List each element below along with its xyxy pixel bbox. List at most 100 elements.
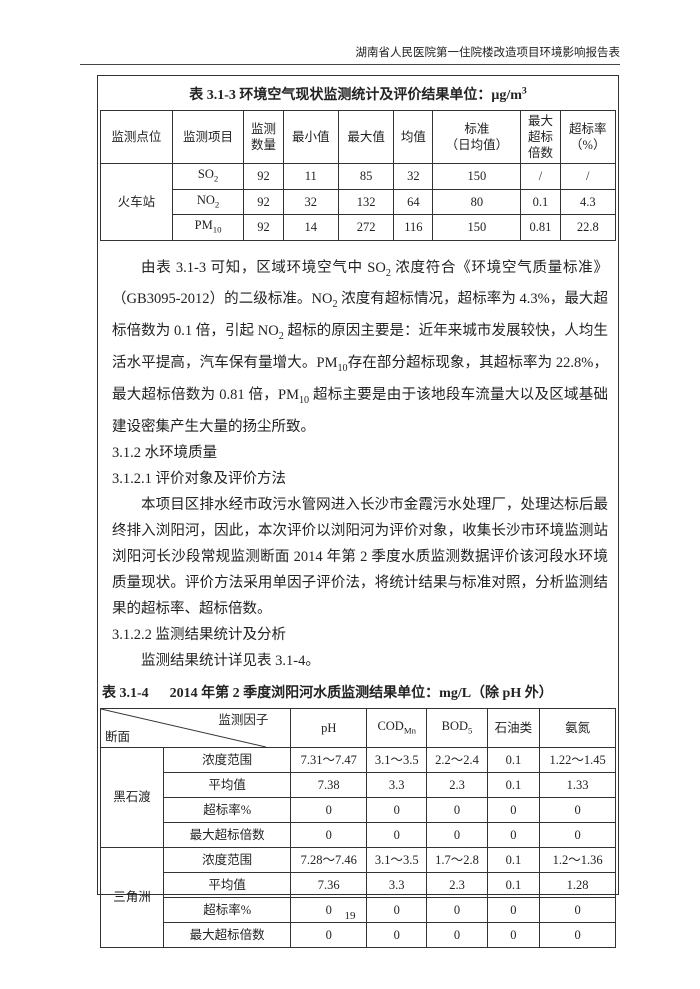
diagonal-line — [101, 708, 266, 747]
text-run: 超标的原因主要是：近年来城市发展较快，人均生活水平提高，汽车保有量增大。PM — [112, 323, 608, 372]
subscript: 2 — [385, 267, 391, 279]
value-cell: 1.33 — [539, 771, 616, 798]
paragraph: 本项目区排水经市政污水管网进入长沙市金霞污水处理厂，处理达标后最终排入浏阳河，因… — [112, 496, 608, 617]
value-cell: 0.1 — [486, 846, 541, 873]
subscript: 2 — [214, 199, 220, 209]
header-cell: 均值 — [393, 110, 434, 164]
header-text: 超标 — [527, 130, 553, 144]
row-label: 浓度范围 — [162, 746, 292, 773]
superscript: 3 — [521, 85, 527, 97]
header-row: 监测因子 断面 pH CODMn BOD5 石油类 氨氮 — [99, 707, 616, 748]
value-cell: 3.3 — [366, 871, 428, 898]
header-text: 均值 — [400, 130, 426, 144]
text-run: 氨氮 — [565, 720, 591, 735]
value-cell: 0.1 — [520, 188, 561, 215]
value-cell: 0 — [539, 896, 616, 923]
header-cell: CODMn — [366, 707, 428, 748]
value-cell: 0 — [290, 796, 368, 823]
value-cell: 132 — [337, 188, 395, 215]
row-label: 浓度范围 — [162, 846, 292, 873]
value-cell: / — [559, 163, 617, 190]
value-cell: / — [520, 163, 561, 190]
value-cell: 80 — [432, 188, 522, 215]
subscript: Mn — [403, 725, 416, 736]
page-number: 19 — [344, 910, 356, 922]
header-text: 数量 — [250, 138, 276, 152]
value-cell: 0 — [290, 821, 368, 848]
corner-label: 监测因子 — [218, 712, 269, 727]
text-run: PM — [194, 218, 213, 232]
value-cell: 1.22～1.45 — [539, 746, 616, 773]
subscript: 5 — [468, 725, 473, 736]
row-label: 平均值 — [162, 771, 292, 798]
subscript: 10 — [337, 363, 348, 375]
header-cell: 最小值 — [282, 110, 339, 164]
subscript: 2 — [332, 299, 338, 311]
text-run: 石油类 — [494, 720, 533, 735]
header-cell: 最大 超标 倍数 — [520, 110, 561, 164]
data-row: 三角洲 浓度范围 7.28～7.46 3.1～3.5 1.7～2.8 0.1 1.2～1.3… — [100, 846, 616, 948]
value-cell: 0 — [486, 921, 541, 948]
data-row: 黑石渡 浓度范围 7.31～7.47 3.1～3.5 2.2～2.4 0.1 1.22～1.… — [100, 746, 616, 848]
item-cell: NO2 — [171, 188, 245, 215]
header-row: 监测点位 监测项目 监测 数量 最小值 最大值 均值 标准 （日均值） 最大 超标 倍数 超标率 （%） — [100, 110, 617, 164]
value-cell: 22.8 — [559, 214, 617, 241]
text-run: 表 3.1-3 环境空气现状监测统计及评价结果单位：μg/m — [189, 88, 522, 103]
value-cell: 32 — [393, 163, 434, 190]
header-cell: 标准 （日均值） — [432, 110, 522, 164]
value-cell: 0 — [366, 921, 428, 948]
value-cell: 7.38 — [290, 771, 368, 798]
water-quality-table: 监测因子 断面 pH CODMn BOD5 石油类 氨氮 黑石渡 浓度范围 7.31～7.47 3.… — [99, 707, 616, 948]
value-cell: 0 — [366, 896, 428, 923]
text-run: 浓度符合《环境空气质量标准》（GB3095-2012）的二级标准。NO — [112, 259, 608, 308]
value-cell: 0 — [539, 921, 616, 948]
data-row: 最大超标倍数 0 0 0 0 0 — [101, 821, 616, 848]
data-row: NO2 92 32 132 64 80 0.1 4.3 — [101, 188, 617, 215]
text-run: COD — [377, 718, 404, 733]
item-cell: PM10 — [171, 214, 245, 241]
value-cell: 116 — [393, 214, 434, 241]
content-frame: 表 3.1-3 环境空气现状监测统计及评价结果单位：μg/m3 监测点位 监测项目… — [97, 75, 619, 948]
value-cell: 2.3 — [426, 771, 488, 798]
value-cell: 7.36 — [290, 871, 368, 898]
value-cell: 0.1 — [486, 746, 541, 773]
value-cell: 0 — [366, 821, 428, 848]
value-cell: 0 — [486, 821, 541, 848]
value-cell: 150 — [432, 163, 522, 190]
row-label: 平均值 — [162, 871, 292, 898]
value-cell: 0 — [366, 796, 428, 823]
text-run: SO — [197, 167, 214, 181]
header-cell: 石油类 — [486, 707, 541, 748]
value-cell: 1.7～2.8 — [426, 846, 488, 873]
data-row: 超标率% 0 0 0 0 0 — [101, 796, 616, 823]
value-cell: 4.3 — [559, 188, 617, 215]
value-cell: 0 — [426, 796, 488, 823]
subscript: 2 — [213, 173, 219, 184]
corner-cell: 监测因子 断面 — [99, 707, 292, 748]
header-cell: 监测点位 — [100, 110, 173, 164]
table-title: 表 3.1-4 2014 年第 2 季度浏阳河水质监测结果单位：mg/L（除 p… — [102, 685, 553, 701]
value-cell: 0.1 — [486, 871, 541, 898]
value-cell: 0 — [426, 921, 488, 948]
value-cell: 0 — [486, 796, 541, 823]
value-cell: 0 — [426, 821, 488, 848]
value-cell: 32 — [282, 188, 339, 215]
header-cell: 超标率 （%） — [559, 110, 617, 164]
data-row: PM10 92 14 272 116 150 0.81 22.8 — [101, 214, 617, 241]
header-text: 最大 — [527, 114, 553, 128]
value-cell: 0 — [486, 896, 541, 923]
value-cell: 14 — [282, 214, 339, 241]
text-run: 浓度有超标情况，超标率为 4.3%，最大超标倍数为 0.1 倍，引起 NO — [112, 291, 608, 340]
value-cell: 0 — [539, 821, 616, 848]
value-cell: 11 — [282, 163, 339, 190]
section-heading: 3.1.2 水环境质量 — [112, 444, 218, 461]
header-cell: BOD5 — [426, 707, 488, 748]
subscript: 10 — [298, 394, 310, 406]
text-run: pH — [321, 720, 337, 735]
text-run: BOD — [441, 718, 469, 733]
header-text: （日均值） — [445, 138, 509, 152]
header-text: 倍数 — [527, 146, 553, 160]
value-cell: 0 — [290, 921, 368, 948]
data-row: 最大超标倍数 0 0 0 0 0 — [101, 921, 616, 948]
value-cell: 92 — [243, 163, 284, 190]
